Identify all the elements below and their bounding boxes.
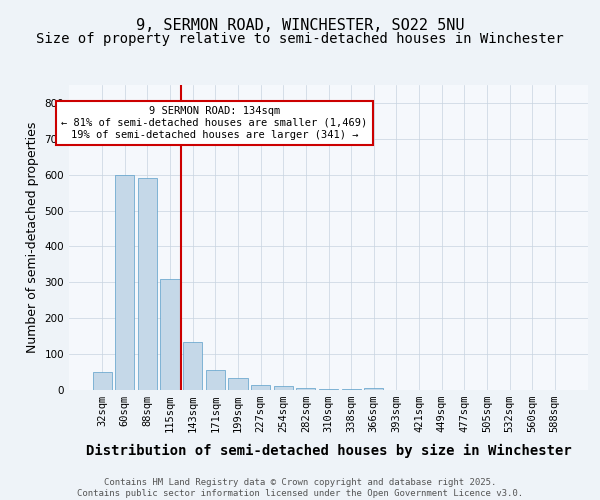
Bar [160, 279, 180, 390]
Y-axis label: Number of semi-detached properties: Number of semi-detached properties [26, 122, 39, 353]
Text: 9, SERMON ROAD, WINCHESTER, SO22 5NU: 9, SERMON ROAD, WINCHESTER, SO22 5NU [136, 18, 464, 32]
Bar [183, 342, 202, 390]
Bar [138, 178, 157, 390]
Bar [319, 388, 338, 390]
Text: Contains HM Land Registry data © Crown copyright and database right 2025.
Contai: Contains HM Land Registry data © Crown c… [77, 478, 523, 498]
Bar [115, 174, 134, 390]
Bar [251, 385, 270, 390]
Bar [229, 378, 248, 390]
Bar [92, 372, 112, 390]
X-axis label: Distribution of semi-detached houses by size in Winchester: Distribution of semi-detached houses by … [86, 444, 571, 458]
Bar [274, 386, 293, 390]
Bar [364, 388, 383, 390]
Bar [206, 370, 225, 390]
Text: 9 SERMON ROAD: 134sqm
← 81% of semi-detached houses are smaller (1,469)
19% of s: 9 SERMON ROAD: 134sqm ← 81% of semi-deta… [61, 106, 367, 140]
Bar [341, 388, 361, 390]
Text: Size of property relative to semi-detached houses in Winchester: Size of property relative to semi-detach… [36, 32, 564, 46]
Bar [296, 388, 316, 390]
